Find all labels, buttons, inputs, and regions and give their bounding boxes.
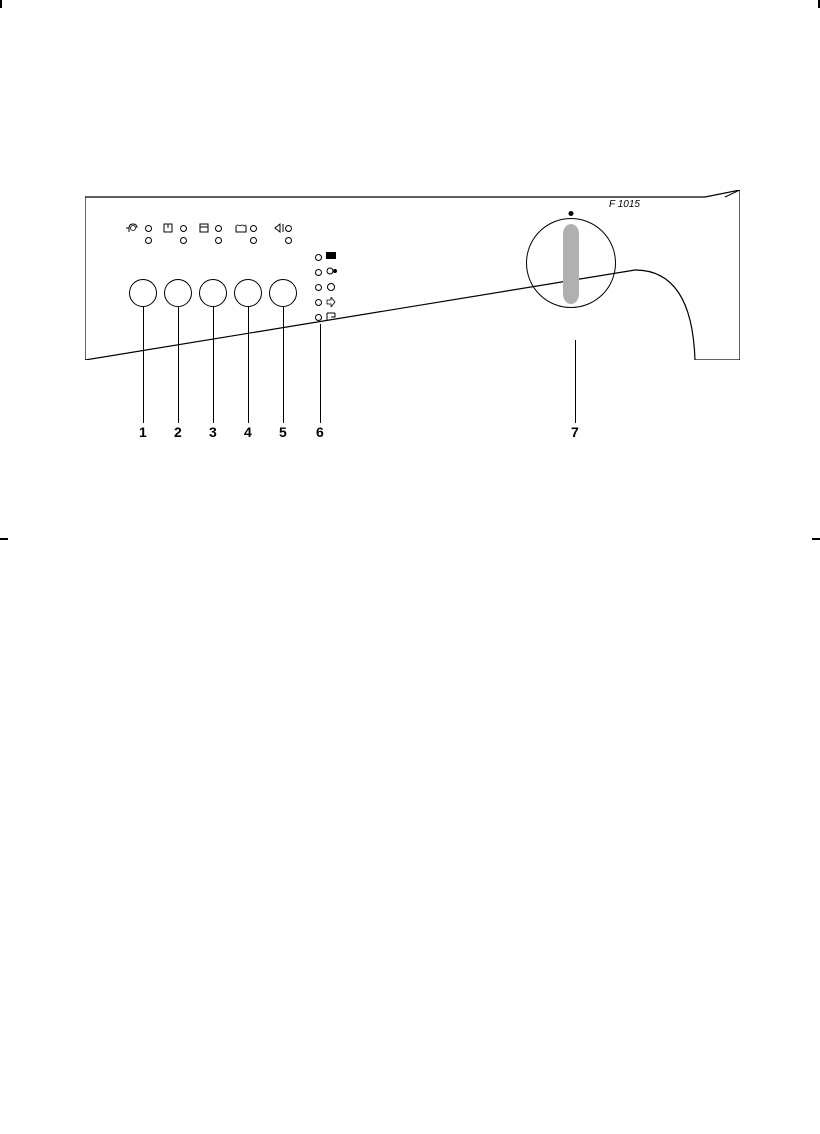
callout-7: 7	[571, 424, 579, 440]
crop-mark	[0, 0, 2, 8]
led	[250, 237, 257, 244]
callout-line-5	[283, 307, 284, 423]
led	[215, 225, 222, 232]
led	[145, 225, 152, 232]
button-5	[269, 279, 297, 307]
knob-marker	[569, 211, 574, 216]
button-4	[234, 279, 262, 307]
callout-6: 6	[316, 424, 324, 440]
callout-line-2	[178, 307, 179, 423]
led	[250, 225, 257, 232]
led	[180, 225, 187, 232]
led	[285, 225, 292, 232]
callout-5: 5	[279, 424, 287, 440]
rinse-phase-icon	[326, 267, 342, 277]
prewash-icon	[198, 222, 214, 234]
wash-icon	[326, 251, 342, 261]
callout-line-7	[575, 340, 576, 423]
crop-mark	[0, 538, 8, 540]
led	[285, 237, 292, 244]
callout-line-6	[320, 324, 321, 423]
extra-rinse-icon	[234, 222, 250, 234]
end-icon	[326, 312, 342, 322]
drain-icon	[326, 297, 342, 307]
button-2	[164, 279, 192, 307]
progress-led	[315, 254, 322, 261]
callout-line-3	[213, 307, 214, 423]
spin-phase-icon	[326, 282, 342, 292]
program-knob	[526, 218, 616, 308]
callout-1: 1	[139, 424, 147, 440]
button-3	[199, 279, 227, 307]
progress-led	[315, 314, 322, 321]
callout-3: 3	[209, 424, 217, 440]
led	[180, 237, 187, 244]
progress-led	[315, 284, 322, 291]
callout-4: 4	[244, 424, 252, 440]
progress-led	[315, 299, 322, 306]
spin-icon	[125, 222, 145, 234]
callout-2: 2	[174, 424, 182, 440]
crop-mark	[812, 538, 820, 540]
callout-line-1	[143, 307, 144, 423]
led	[215, 237, 222, 244]
button-1	[129, 279, 157, 307]
callout-line-4	[248, 307, 249, 423]
rinse-hold-icon	[162, 222, 178, 234]
progress-led	[315, 269, 322, 276]
knob-handle	[563, 224, 579, 304]
model-label: F 1015	[609, 199, 640, 210]
led	[145, 237, 152, 244]
